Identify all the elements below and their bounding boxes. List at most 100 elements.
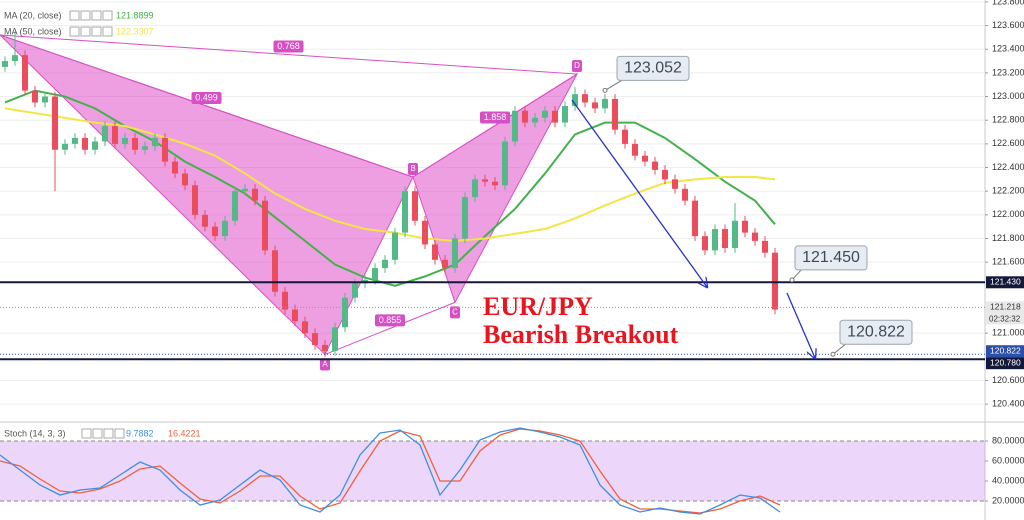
candle-body <box>302 321 308 334</box>
ratio-badge <box>191 92 222 105</box>
candle-body <box>352 283 358 298</box>
y-tick-label: 60.0000 <box>992 455 1024 465</box>
candle-body <box>442 259 448 269</box>
candle-body <box>682 188 688 201</box>
legend-button <box>103 428 114 439</box>
candle-body <box>582 94 588 103</box>
ratio-badge <box>273 40 304 53</box>
candle-body <box>222 220 228 237</box>
y-tick-label: 122.400 <box>992 162 1024 172</box>
callout-label: 121.450 <box>802 249 860 266</box>
y-tick-label: 40.0000 <box>992 475 1024 485</box>
point-badge <box>408 162 418 175</box>
y-tick-label: 121.000 <box>992 328 1024 338</box>
candle-body <box>212 226 218 237</box>
candle-body <box>602 98 608 109</box>
price-badge <box>986 301 1024 314</box>
callout-label: 120.822 <box>847 323 905 340</box>
stoch-line <box>0 427 781 515</box>
candle-body <box>282 291 288 310</box>
candle-body <box>382 259 388 269</box>
candle-body <box>372 268 378 280</box>
y-tick-label: 121.600 <box>992 257 1024 267</box>
legend-button <box>80 10 91 21</box>
ratio-badge <box>375 314 405 327</box>
point-label: D <box>574 61 580 70</box>
y-tick-label: 121.800 <box>992 233 1024 243</box>
candle-body <box>312 333 318 345</box>
candle-body <box>252 188 258 201</box>
candle-body <box>462 197 468 239</box>
stoch-d-value: 16.4221 <box>168 428 201 438</box>
y-tick-label: 123.400 <box>992 44 1024 54</box>
candle-body <box>82 137 88 150</box>
candle-body <box>472 179 478 198</box>
legend-button <box>114 428 125 439</box>
candle-body <box>102 126 108 142</box>
stoch-k-value: 9.7882 <box>126 428 154 438</box>
legend-button <box>91 10 102 21</box>
candle-body <box>342 297 348 328</box>
candle-body <box>452 238 458 269</box>
point-label: C <box>452 308 458 317</box>
candle-body <box>182 173 188 186</box>
y-tick-label: 122.600 <box>992 138 1024 148</box>
callout-anchor <box>830 351 836 357</box>
y-tick-label: 123.600 <box>992 20 1024 30</box>
price-badge-label: 120.780 <box>990 357 1021 367</box>
price-badge-label: 121.218 <box>990 302 1021 312</box>
point-badge <box>320 358 330 371</box>
candle-body <box>522 110 528 123</box>
candle-body <box>532 117 538 123</box>
ratio-label: 0.499 <box>195 92 218 102</box>
legend-button <box>81 428 92 439</box>
candle-body <box>332 327 338 351</box>
candle-body <box>422 220 428 245</box>
annotation-text: Bearish Breakout <box>483 320 679 349</box>
price-badge <box>986 345 1024 358</box>
candle-body <box>12 55 18 62</box>
candle-body <box>432 244 438 260</box>
candle-body <box>712 229 718 251</box>
candle-body <box>562 106 568 123</box>
candle-body <box>762 240 768 253</box>
candle-body <box>232 191 238 221</box>
callout-label: 123.052 <box>624 60 682 77</box>
candle-body <box>112 126 118 144</box>
moving-average <box>4 89 776 287</box>
y-tick-label: 20.0000 <box>992 495 1024 505</box>
candle-body <box>622 129 628 144</box>
y-tick-label: 123.200 <box>992 67 1024 77</box>
candle-body <box>272 250 278 292</box>
candle-body <box>692 200 698 237</box>
candle-body <box>32 90 38 103</box>
candle-body <box>732 220 738 248</box>
candle-body <box>292 309 298 322</box>
price-badge-label: 120.822 <box>990 345 1021 355</box>
price-badge <box>986 276 1024 289</box>
point-badge <box>572 60 582 73</box>
callout-box <box>839 319 913 345</box>
candle-body <box>162 137 168 162</box>
candle-body <box>702 236 708 251</box>
legend-button <box>69 10 80 21</box>
y-tick-label: 80.0000 <box>992 435 1024 445</box>
legend-value: 121.8899 <box>116 10 154 20</box>
legend-button <box>102 26 113 37</box>
y-tick-label: 123.800 <box>992 0 1024 6</box>
stoch-line <box>0 428 781 514</box>
y-tick-label: 123.000 <box>992 91 1024 101</box>
candle-body <box>192 185 198 215</box>
price-badge-label: 121.430 <box>990 277 1021 287</box>
legend-button <box>92 428 103 439</box>
candle-body <box>722 229 728 248</box>
callout-anchor <box>789 277 795 283</box>
countdown-badge <box>986 313 1024 325</box>
point-badge <box>450 306 460 319</box>
price-badge <box>986 357 1024 370</box>
stoch-pane <box>0 427 985 515</box>
legend-value: 122.3307 <box>116 26 154 36</box>
candle-body <box>492 181 498 186</box>
ratio-label: 1.858 <box>484 112 507 122</box>
